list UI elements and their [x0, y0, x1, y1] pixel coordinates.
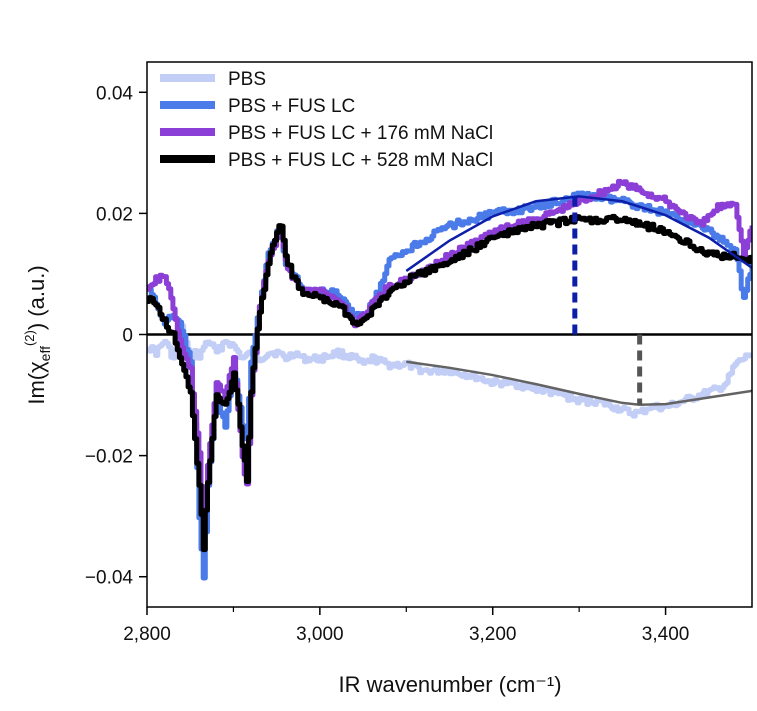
axes: 0.04 0.02 0 −0.02 −0.04 2,800 3,000 3,200 3,400	[85, 61, 753, 645]
x-tick-label: 3,400	[642, 624, 690, 645]
fit-curve-2	[406, 360, 752, 406]
x-tick-label: 3,000	[296, 624, 344, 645]
y-tick-label: 0.04	[96, 83, 133, 104]
legend-label-3: PBS + FUS LC + 176 mM NaCl	[228, 123, 493, 144]
y-axis-label: Im(χeff(2)) (a.u.)	[22, 265, 53, 404]
y-tick-label: −0.02	[85, 447, 133, 468]
plot-area	[147, 178, 752, 581]
legend-label-4: PBS + FUS LC + 528 mM NaCl	[228, 150, 493, 171]
series-line-4	[147, 213, 752, 553]
x-tick-label: 2,800	[123, 624, 171, 645]
y-axis-label-sub: eff	[37, 346, 53, 361]
x-axis-label: IR wavenumber (cm⁻¹)	[338, 672, 561, 697]
y-axis-label-sup: (2)	[22, 330, 37, 346]
x-tick-label: 3,200	[469, 624, 517, 645]
legend-label-2: PBS + FUS LC	[228, 96, 355, 117]
legend: PBS PBS + FUS LC PBS + FUS LC + 176 mM NaC…	[160, 69, 493, 171]
fit-curve-1	[405, 195, 752, 272]
y-axis-label-base: Im(χ	[24, 361, 49, 405]
y-tick-label: 0.02	[96, 204, 133, 225]
y-tick-label: −0.04	[85, 568, 134, 589]
y-tick-label: 0	[122, 326, 133, 347]
legend-label-1: PBS	[228, 69, 266, 90]
y-axis-label-tail: ) (a.u.)	[24, 265, 49, 330]
